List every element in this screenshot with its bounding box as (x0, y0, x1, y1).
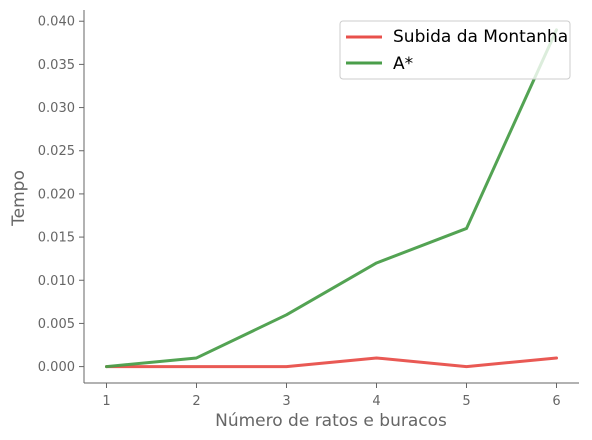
series-layer (105, 28, 558, 369)
x-tick-label: 3 (282, 394, 290, 409)
y-tick-label: 0.010 (38, 274, 75, 289)
legend-frame (339, 20, 571, 80)
y-tick-label: 0.030 (38, 101, 75, 116)
x-axis: 1 2 3 4 5 6 (84, 382, 579, 409)
y-axis-label: Tempo (9, 170, 29, 227)
y-tick-label: 0.035 (38, 58, 75, 73)
y-axis: 0.000 0.005 0.010 0.015 0.020 0.025 0.030 0.035… (38, 10, 85, 383)
x-tick-label: 6 (552, 394, 560, 409)
x-tick-label: 4 (372, 394, 380, 409)
legend-label-astar: A* (393, 54, 413, 74)
x-tick-label: 1 (102, 394, 110, 409)
x-tick-label: 2 (192, 394, 200, 409)
x-tick-label: 5 (462, 394, 470, 409)
y-tick-label: 0.005 (38, 317, 75, 332)
y-tick-label: 0.000 (38, 360, 75, 375)
legend-label-subida: Subida da Montanha (393, 27, 568, 47)
series-line-1 (105, 28, 558, 369)
y-tick-label: 0.040 (38, 15, 75, 30)
series-line-0 (105, 356, 558, 369)
legend: Subida da Montanha A* (339, 20, 571, 80)
y-tick-label: 0.025 (38, 144, 75, 159)
y-tick-label: 0.015 (38, 231, 75, 246)
x-axis-label: Número de ratos e buracos (215, 411, 447, 431)
y-tick-label: 0.020 (38, 187, 75, 202)
